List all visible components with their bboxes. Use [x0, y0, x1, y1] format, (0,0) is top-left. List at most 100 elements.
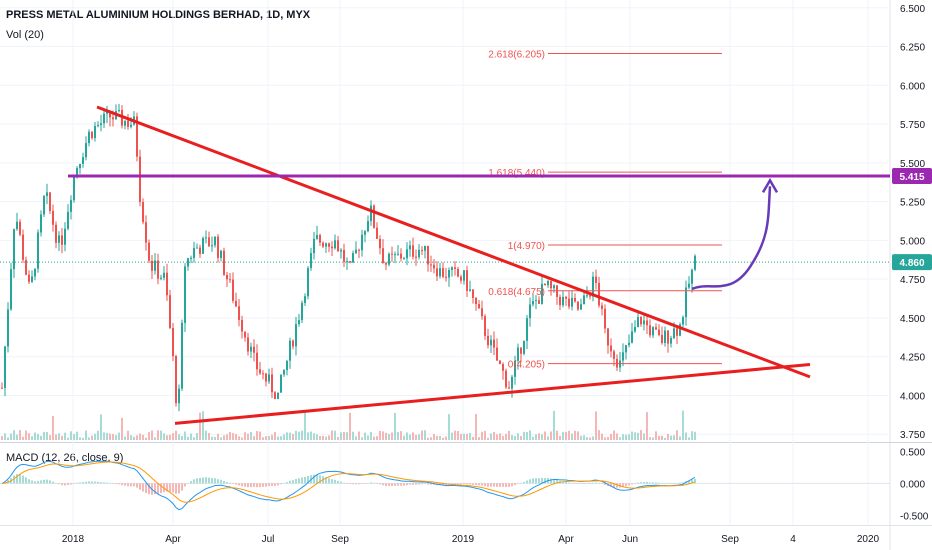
macd-histogram-bar — [79, 482, 81, 484]
time-tick-label: Sep — [721, 534, 739, 545]
volume-bar — [184, 431, 186, 440]
volume-bar — [61, 435, 63, 440]
volume-bar — [691, 431, 693, 440]
candle-body — [277, 392, 279, 399]
macd-histogram-bar — [223, 481, 225, 484]
candle-body — [544, 284, 546, 286]
volume-bar — [532, 436, 534, 440]
volume-bar — [271, 434, 273, 440]
volume-bar — [439, 436, 441, 440]
candle-body — [328, 243, 330, 247]
volume-bar — [313, 433, 315, 440]
candle-body — [433, 264, 435, 269]
price-tick-label: 5.750 — [900, 120, 925, 131]
candle-body — [514, 360, 516, 377]
volume-bar — [352, 431, 354, 440]
volume-bar — [535, 434, 537, 440]
candle-body — [463, 270, 465, 281]
macd-histogram-bar — [694, 478, 696, 484]
candle-body — [163, 272, 165, 278]
candle-body — [73, 175, 75, 201]
volume-bar — [406, 432, 408, 440]
macd-histogram-bar — [364, 483, 366, 484]
macd-histogram-bar — [121, 483, 123, 486]
macd-histogram-bar — [133, 483, 135, 487]
candle-body — [250, 346, 252, 352]
volume-bar — [64, 432, 66, 440]
macd-histogram-bar — [250, 483, 252, 488]
macd-tick-label: 0.000 — [900, 479, 925, 490]
candle-body — [169, 295, 171, 328]
time-tick-label: 2019 — [452, 534, 475, 545]
volume-bar — [340, 432, 342, 440]
candle-body — [598, 282, 600, 306]
volume-legend: Vol (20) — [6, 29, 44, 41]
candle-body — [7, 309, 9, 347]
candle-body — [265, 373, 267, 382]
volume-bar — [598, 430, 600, 440]
price-badge — [892, 168, 932, 185]
candle-body — [175, 356, 177, 404]
volume-bar — [424, 430, 426, 440]
volume-bar — [457, 431, 459, 440]
macd-histogram-bar — [625, 483, 627, 487]
volume-bar — [553, 410, 555, 440]
candle-body — [310, 253, 312, 269]
macd-histogram-bar — [673, 483, 675, 484]
macd-histogram-bar — [61, 483, 63, 486]
candle-body — [481, 308, 483, 317]
candle-body — [550, 281, 552, 289]
macd-histogram-bar — [430, 483, 432, 485]
candle-body — [268, 374, 270, 382]
volume-bar — [487, 437, 489, 440]
macd-histogram-bar — [502, 483, 504, 487]
volume-bar — [472, 436, 474, 440]
macd-histogram-bar — [361, 483, 363, 484]
candle-body — [13, 229, 15, 270]
volume-bar — [34, 432, 36, 440]
time-tick-label: Jul — [262, 534, 275, 545]
candle-body — [196, 247, 198, 249]
candle-body — [439, 268, 441, 277]
macd-histogram-bar — [382, 483, 384, 486]
volume-bar — [517, 433, 519, 440]
volume-bar — [289, 432, 291, 440]
volume-bar — [649, 437, 651, 440]
volume-bar — [646, 412, 648, 440]
volume-bar — [214, 437, 216, 440]
volume-bar — [97, 430, 99, 440]
candle-body — [157, 260, 159, 279]
macd-histogram-bar — [454, 483, 456, 485]
volume-bar — [604, 437, 606, 440]
volume-bar — [493, 431, 495, 440]
macd-histogram-bar — [229, 482, 231, 484]
volume-bar — [670, 435, 672, 440]
macd-group — [1, 474, 696, 495]
macd-histogram-bar — [154, 483, 156, 495]
macd-histogram-bar — [295, 478, 297, 484]
candle-body — [370, 205, 372, 222]
candle-body — [241, 319, 243, 332]
macd-histogram-bar — [451, 483, 453, 485]
macd-histogram-bar — [175, 483, 177, 494]
macd-histogram-bar — [493, 483, 495, 487]
volume-bar — [631, 431, 633, 440]
macd-histogram-bar — [64, 483, 66, 486]
volume-bar — [394, 412, 396, 440]
candle-body — [274, 392, 276, 399]
candle-body — [118, 109, 120, 112]
macd-histogram-bar — [340, 481, 342, 484]
macd-histogram-bar — [100, 482, 102, 484]
candle-body — [322, 242, 324, 247]
chart-title: PRESS METAL ALUMINIUM HOLDINGS BERHAD, 1… — [6, 9, 311, 21]
macd-histogram-bar — [292, 480, 294, 484]
volume-bar — [418, 434, 420, 440]
volume-bar — [628, 434, 630, 440]
macd-histogram-bar — [325, 477, 327, 484]
price-tick-label: 6.500 — [900, 4, 925, 15]
volume-bar — [502, 436, 504, 440]
price-tick-label: 6.250 — [900, 43, 925, 54]
volume-bar — [589, 437, 591, 440]
macd-histogram-bar — [478, 483, 480, 486]
